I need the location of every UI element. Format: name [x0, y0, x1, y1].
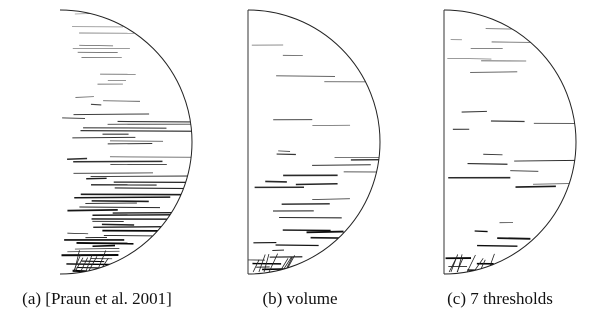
outline: [60, 10, 192, 274]
hatch-stroke: [296, 184, 338, 185]
hatch-stroke: [483, 154, 502, 155]
hatch-stroke: [67, 210, 117, 211]
hatch-stroke: [67, 233, 88, 234]
hatch-stroke: [79, 45, 113, 46]
hatch-stroke: [74, 197, 170, 198]
hatch-stroke: [457, 259, 463, 272]
hatched-hemisphere: [62, 14, 233, 272]
hatch-stroke: [516, 186, 556, 187]
hatch-stroke: [115, 188, 219, 189]
hatch-stroke: [510, 171, 538, 172]
hatch-stroke: [102, 224, 134, 225]
hatch-stroke: [477, 246, 517, 247]
hatch-stroke: [488, 254, 495, 272]
page: (a) [Praun et al. 2001] (b) volume (c) 7…: [0, 0, 601, 318]
hatch-stroke: [278, 151, 290, 152]
caption: (a) [Praun et al. 2001]: [22, 289, 172, 308]
hatch-stroke: [73, 114, 149, 115]
hatch-stroke: [492, 42, 544, 43]
hatch-stroke: [79, 207, 160, 208]
hatch-stroke: [462, 111, 487, 112]
hatch-stroke: [533, 183, 589, 184]
hatch-stroke: [514, 160, 577, 161]
hatch-stroke: [497, 238, 530, 239]
hatch-stroke: [104, 235, 187, 236]
hatch-stroke: [75, 97, 94, 98]
hatch-stroke: [470, 72, 517, 73]
hatch-stroke: [118, 121, 229, 122]
hatch-stroke: [475, 231, 488, 232]
hatch-stroke: [91, 176, 215, 177]
hatch-stroke: [447, 58, 491, 59]
outline: [444, 10, 576, 274]
hatch-stroke: [253, 260, 259, 272]
hatch-stroke: [468, 164, 508, 165]
hatch-stroke: [67, 251, 119, 252]
hatch-stroke: [93, 246, 115, 247]
hatch-stroke: [92, 215, 176, 216]
hatch-stroke: [285, 257, 293, 272]
hatch-stroke: [92, 201, 149, 202]
hatch-stroke: [312, 199, 350, 200]
hatch-stroke: [62, 118, 85, 119]
hatch-stroke: [312, 165, 371, 166]
hatch-stroke: [75, 248, 119, 249]
hatch-stroke: [80, 131, 207, 132]
hatch-stroke: [311, 238, 363, 239]
hatch-stroke: [276, 76, 335, 77]
hatch-stroke: [77, 243, 134, 244]
hatch-stroke: [67, 159, 87, 160]
hatch-stroke: [480, 260, 486, 272]
hatch-stroke: [86, 255, 92, 272]
hatch-stroke: [93, 227, 176, 228]
outline: [248, 10, 380, 274]
hatch-stroke: [451, 254, 458, 272]
caption: (c) 7 thresholds: [447, 289, 553, 308]
hatch-stroke: [72, 137, 135, 138]
hatched-hemisphere: [248, 45, 418, 272]
hatch-stroke: [307, 232, 344, 233]
figure: (a) [Praun et al. 2001] (b) volume (c) 7…: [0, 0, 601, 318]
hatch-stroke: [265, 181, 287, 182]
hatch-stroke: [103, 101, 140, 102]
hatch-stroke: [91, 104, 101, 105]
caption: (b) volume: [262, 289, 337, 308]
